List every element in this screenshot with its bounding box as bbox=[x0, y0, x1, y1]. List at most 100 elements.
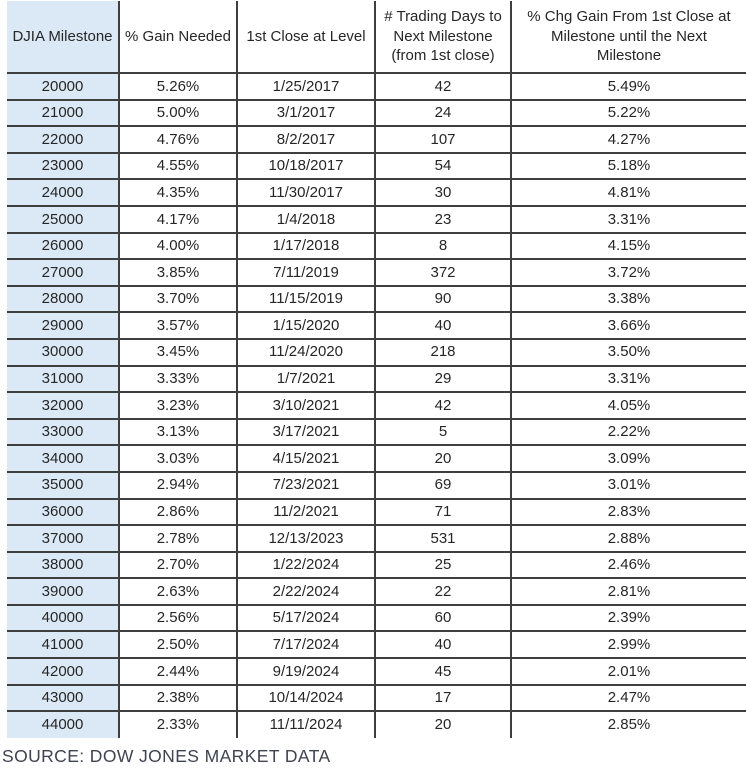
milestone-cell: 44000 bbox=[7, 710, 120, 738]
milestone-cell: 41000 bbox=[7, 630, 120, 660]
data-cell: 218 bbox=[374, 337, 512, 367]
data-cell: 11/30/2017 bbox=[236, 178, 376, 207]
data-cell: 45 bbox=[374, 657, 512, 686]
milestone-cell: 40000 bbox=[7, 603, 120, 633]
data-cell: 40 bbox=[374, 630, 512, 660]
data-cell: 5 bbox=[374, 417, 512, 447]
data-cell: 2.44% bbox=[118, 657, 238, 686]
data-cell: 4.15% bbox=[510, 231, 746, 261]
data-cell: 2/22/2024 bbox=[236, 577, 376, 606]
data-cell: 3.85% bbox=[118, 258, 238, 287]
table-row: 35000 2.94% 7/23/2021 69 3.01% bbox=[7, 470, 746, 500]
milestone-cell: 29000 bbox=[7, 311, 120, 340]
data-cell: 24 bbox=[374, 98, 512, 128]
data-cell: 4/15/2021 bbox=[236, 444, 376, 473]
header-row: DJIA Milestone % Gain Needed 1st Close a… bbox=[7, 1, 746, 74]
data-cell: 4.76% bbox=[118, 125, 238, 154]
data-cell: 5.22% bbox=[510, 98, 746, 128]
data-cell: 1/7/2021 bbox=[236, 364, 376, 394]
data-cell: 4.05% bbox=[510, 391, 746, 420]
data-cell: 3/10/2021 bbox=[236, 391, 376, 420]
data-cell: 3.72% bbox=[510, 258, 746, 287]
data-cell: 29 bbox=[374, 364, 512, 394]
col-header-gain-needed: % Gain Needed bbox=[118, 1, 238, 74]
milestone-cell: 31000 bbox=[7, 364, 120, 394]
table-row: 26000 4.00% 1/17/2018 8 4.15% bbox=[7, 231, 746, 261]
data-cell: 1/25/2017 bbox=[236, 72, 376, 101]
data-cell: 71 bbox=[374, 497, 512, 527]
data-cell: 3.33% bbox=[118, 364, 238, 394]
data-cell: 5.00% bbox=[118, 98, 238, 128]
table-row: 41000 2.50% 7/17/2024 40 2.99% bbox=[7, 630, 746, 660]
data-cell: 5.26% bbox=[118, 72, 238, 101]
data-cell: 3.45% bbox=[118, 337, 238, 367]
data-cell: 2.38% bbox=[118, 683, 238, 713]
data-cell: 9/19/2024 bbox=[236, 657, 376, 686]
data-cell: 2.86% bbox=[118, 497, 238, 527]
data-cell: 5/17/2024 bbox=[236, 603, 376, 633]
milestone-cell: 25000 bbox=[7, 204, 120, 234]
data-cell: 2.50% bbox=[118, 630, 238, 660]
data-cell: 3.23% bbox=[118, 391, 238, 420]
data-cell: 531 bbox=[374, 524, 512, 553]
data-cell: 2.39% bbox=[510, 603, 746, 633]
milestone-cell: 37000 bbox=[7, 524, 120, 553]
table-row: 22000 4.76% 8/2/2017 107 4.27% bbox=[7, 125, 746, 154]
data-cell: 3.03% bbox=[118, 444, 238, 473]
table-row: 30000 3.45% 11/24/2020 218 3.50% bbox=[7, 337, 746, 367]
data-cell: 2.94% bbox=[118, 470, 238, 500]
data-cell: 7/11/2019 bbox=[236, 258, 376, 287]
data-cell: 3.50% bbox=[510, 337, 746, 367]
data-cell: 5.18% bbox=[510, 151, 746, 181]
data-cell: 3.66% bbox=[510, 311, 746, 340]
col-header-trading-days: # Trading Days to Next Milestone (from 1… bbox=[374, 1, 512, 74]
data-cell: 40 bbox=[374, 311, 512, 340]
data-cell: 2.63% bbox=[118, 577, 238, 606]
data-cell: 12/13/2023 bbox=[236, 524, 376, 553]
col-header-djia-milestone: DJIA Milestone bbox=[7, 1, 120, 74]
data-cell: 2.46% bbox=[510, 550, 746, 580]
data-cell: 42 bbox=[374, 391, 512, 420]
milestone-cell: 34000 bbox=[7, 444, 120, 473]
data-cell: 17 bbox=[374, 683, 512, 713]
table-header: DJIA Milestone % Gain Needed 1st Close a… bbox=[7, 1, 746, 74]
milestone-cell: 33000 bbox=[7, 417, 120, 447]
data-cell: 7/23/2021 bbox=[236, 470, 376, 500]
data-cell: 3.57% bbox=[118, 311, 238, 340]
milestone-cell: 26000 bbox=[7, 231, 120, 261]
data-cell: 2.22% bbox=[510, 417, 746, 447]
milestone-cell: 28000 bbox=[7, 284, 120, 314]
table-row: 20000 5.26% 1/25/2017 42 5.49% bbox=[7, 72, 746, 101]
milestone-cell: 22000 bbox=[7, 125, 120, 154]
data-cell: 3/17/2021 bbox=[236, 417, 376, 447]
data-cell: 10/14/2024 bbox=[236, 683, 376, 713]
table-row: 31000 3.33% 1/7/2021 29 3.31% bbox=[7, 364, 746, 394]
milestone-cell: 35000 bbox=[7, 470, 120, 500]
djia-milestone-table: DJIA Milestone % Gain Needed 1st Close a… bbox=[7, 1, 746, 738]
table-row: 34000 3.03% 4/15/2021 20 3.09% bbox=[7, 444, 746, 473]
table-row: 29000 3.57% 1/15/2020 40 3.66% bbox=[7, 311, 746, 340]
milestone-cell: 39000 bbox=[7, 577, 120, 606]
table-body: 20000 5.26% 1/25/2017 42 5.49% 21000 5.00% 3/1/… bbox=[7, 72, 746, 738]
data-cell: 30 bbox=[374, 178, 512, 207]
data-cell: 1/4/2018 bbox=[236, 204, 376, 234]
data-cell: 11/2/2021 bbox=[236, 497, 376, 527]
data-cell: 54 bbox=[374, 151, 512, 181]
data-cell: 2.85% bbox=[510, 710, 746, 738]
data-cell: 2.88% bbox=[510, 524, 746, 553]
milestone-cell: 27000 bbox=[7, 258, 120, 287]
table-row: 25000 4.17% 1/4/2018 23 3.31% bbox=[7, 204, 746, 234]
data-cell: 8/2/2017 bbox=[236, 125, 376, 154]
milestone-cell: 21000 bbox=[7, 98, 120, 128]
col-header-first-close: 1st Close at Level bbox=[236, 1, 376, 74]
data-cell: 2.81% bbox=[510, 577, 746, 606]
data-cell: 3.09% bbox=[510, 444, 746, 473]
col-header-chg-gain: % Chg Gain From 1st Close at Milestone u… bbox=[510, 1, 746, 74]
table-row: 39000 2.63% 2/22/2024 22 2.81% bbox=[7, 577, 746, 606]
data-cell: 4.81% bbox=[510, 178, 746, 207]
data-cell: 7/17/2024 bbox=[236, 630, 376, 660]
table-row: 43000 2.38% 10/14/2024 17 2.47% bbox=[7, 683, 746, 713]
table-row: 32000 3.23% 3/10/2021 42 4.05% bbox=[7, 391, 746, 420]
table-row: 40000 2.56% 5/17/2024 60 2.39% bbox=[7, 603, 746, 633]
table-row: 21000 5.00% 3/1/2017 24 5.22% bbox=[7, 98, 746, 128]
